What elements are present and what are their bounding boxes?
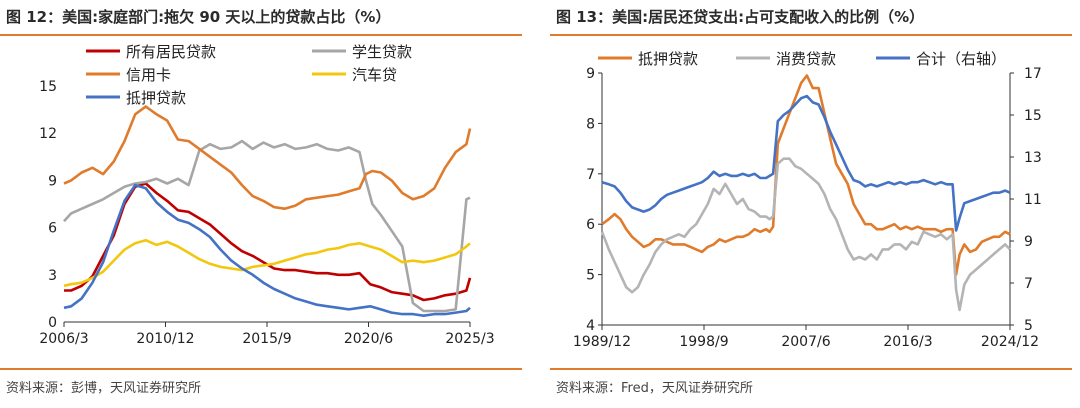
source-note: 资料来源：Fred，天风证券研究所 bbox=[556, 381, 753, 396]
legend-label: 汽车贷 bbox=[352, 66, 397, 84]
source-rule bbox=[550, 368, 1072, 370]
y-tick-label: 6 bbox=[48, 221, 57, 237]
y-right-tick-label: 17 bbox=[1024, 66, 1042, 82]
series-line-合计右轴 bbox=[601, 94, 1011, 232]
legend-label: 合计（右轴） bbox=[916, 50, 1006, 68]
chart-svg-left: 0 3 6 9 12 15 2006/3 2010/12 2015/9 2020/6 2025/3 所… bbox=[39, 43, 494, 347]
y-tick-label: 12 bbox=[39, 126, 57, 142]
y-tick-label: 6 bbox=[586, 217, 595, 233]
chart-title: 图 12：美国:家庭部门:拖欠 90 天以上的贷款占比（%） bbox=[6, 8, 391, 26]
x-tick-label: 2015/9 bbox=[242, 331, 291, 347]
y-tick-label: 15 bbox=[39, 79, 57, 95]
y-right-tick-label: 9 bbox=[1024, 234, 1033, 250]
y-tick-label: 9 bbox=[48, 173, 57, 189]
y-right-tick-label: 7 bbox=[1024, 276, 1033, 292]
legend-label: 抵押贷款 bbox=[126, 89, 186, 107]
x-tick-label: 1989/12 bbox=[573, 334, 631, 350]
legend-label: 信用卡 bbox=[126, 66, 171, 84]
x-tick-label: 2025/3 bbox=[445, 331, 494, 347]
legend-label: 抵押贷款 bbox=[638, 50, 698, 68]
y-right-tick-label: 13 bbox=[1024, 150, 1042, 166]
x-tick-label: 2006/3 bbox=[39, 331, 88, 347]
series-line-抵押贷款 bbox=[601, 74, 1011, 276]
series-line-抵押贷款 bbox=[63, 183, 471, 318]
chart-panel-right: 图 13：美国:居民还贷支出:占可支配收入的比例（%） 4 5 6 7 8 9 5 7 9 11 1… bbox=[550, 0, 1080, 408]
x-tick-label: 2010/12 bbox=[136, 331, 194, 347]
y-right-tick-label: 11 bbox=[1024, 192, 1042, 208]
series-line-消费贷款 bbox=[600, 157, 1011, 312]
y-tick-label: 4 bbox=[586, 318, 595, 334]
y-tick-label: 8 bbox=[586, 116, 595, 132]
y-right-tick-label: 5 bbox=[1024, 318, 1033, 334]
y-tick-label: 3 bbox=[48, 268, 57, 284]
x-tick-label: 2024/12 bbox=[981, 334, 1039, 350]
legend-label: 学生贷款 bbox=[352, 43, 412, 61]
x-tick-label: 2020/6 bbox=[344, 331, 393, 347]
title-rule bbox=[550, 34, 1072, 36]
legend-label: 消费贷款 bbox=[776, 50, 836, 68]
series-line-学生贷款 bbox=[63, 139, 471, 313]
x-tick-label: 2016/3 bbox=[883, 334, 932, 350]
series-line-汽车贷 bbox=[63, 238, 471, 288]
x-tick-label: 2007/6 bbox=[781, 334, 830, 350]
source-note: 资料来源：彭博，天风证券研究所 bbox=[6, 381, 202, 396]
y-tick-label: 5 bbox=[586, 268, 595, 284]
chart-panel-left: 图 12：美国:家庭部门:拖欠 90 天以上的贷款占比（%） 0 3 6 9 12 15 2… bbox=[0, 0, 530, 408]
legend-label: 所有居民贷款 bbox=[126, 43, 216, 61]
y-tick-label: 9 bbox=[586, 66, 595, 82]
chart-title: 图 13：美国:居民还贷支出:占可支配收入的比例（%） bbox=[556, 8, 925, 26]
y-tick-label: 7 bbox=[586, 167, 595, 183]
chart-svg-right: 4 5 6 7 8 9 5 7 9 11 13 15 17 1989/12 1998/9 2007/6 2016… bbox=[573, 50, 1042, 350]
title-rule bbox=[0, 34, 522, 36]
y-right-tick-label: 15 bbox=[1024, 108, 1042, 124]
series-line-信用卡 bbox=[63, 105, 472, 210]
x-tick-label: 1998/9 bbox=[679, 334, 728, 350]
y-tick-label: 0 bbox=[48, 315, 57, 331]
source-rule bbox=[0, 368, 522, 370]
